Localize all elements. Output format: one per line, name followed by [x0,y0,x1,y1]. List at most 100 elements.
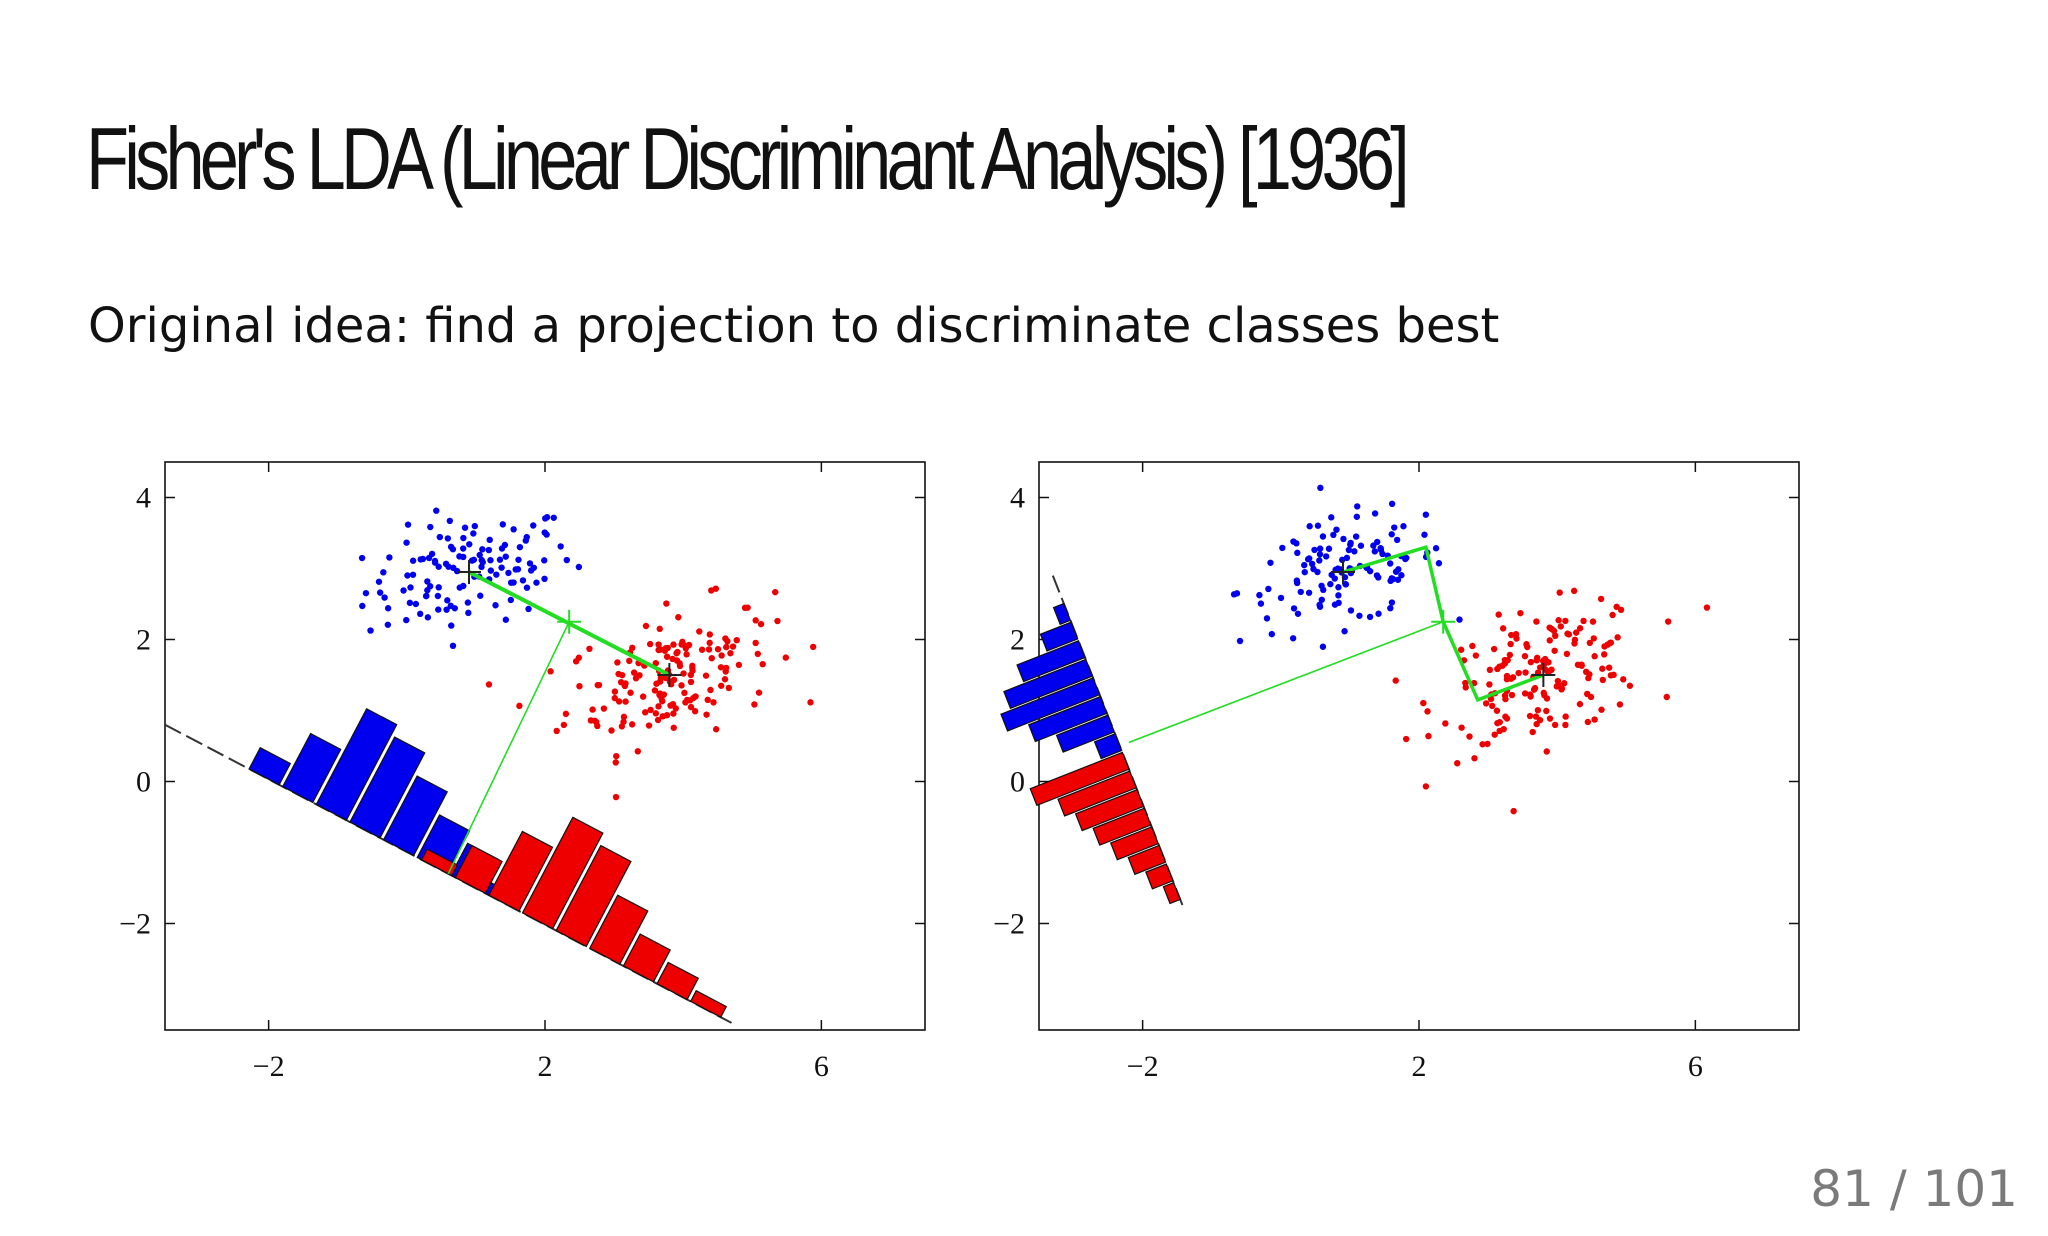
class1-point [487,567,495,574]
class1-point [404,521,412,528]
class1-point [516,543,524,551]
class1-point [417,556,424,563]
class1-point [434,592,442,600]
class2-point [663,653,671,660]
class2-point [706,639,713,647]
class2-point [721,676,729,683]
class2-point [723,643,730,651]
class2-point [560,721,568,729]
class2-point [678,682,685,689]
class2-point [656,625,663,633]
class2-point [627,689,634,696]
class1-point [493,571,500,578]
class1-point [510,526,517,533]
class2-point [723,664,730,672]
class2-point [611,694,618,702]
class2-point [634,748,642,755]
class1-point [533,579,540,586]
class2-point [516,702,523,710]
class2-point [687,703,695,711]
class1-point [502,553,509,560]
class1-point [526,560,534,567]
class2-point [612,793,620,801]
class2-point [613,752,620,760]
class2-point [751,701,758,708]
class2-point [733,636,740,644]
class1-point [522,537,529,544]
class2-point [718,652,725,659]
class1-point [486,536,493,544]
class1-point [460,553,467,561]
class2-point [628,721,636,728]
class2-point [682,699,689,706]
class2-point [681,689,688,697]
class2-point [704,696,711,704]
class2-point [772,588,779,596]
class1-point [575,563,583,571]
class2-point [645,722,653,729]
class2-point [712,585,719,592]
class1-point [384,605,392,612]
class1-point [541,575,548,583]
class2-point [729,643,737,650]
class2-point [611,688,619,695]
class2-point [629,644,636,652]
class1-point [423,592,430,600]
class1-point [443,606,450,613]
y-tick-label: −2 [119,908,151,941]
class1-point [530,522,537,529]
class2-point [660,691,668,698]
class2-point [622,698,629,705]
class2-point [702,672,710,679]
class2-point [782,654,790,661]
class1-point [444,535,452,542]
class1-point [375,578,383,585]
class2-point [553,727,560,735]
class2-point [547,668,554,675]
slide-subtitle: Original idea: find a projection to disc… [88,298,1500,354]
class2-point [689,662,696,670]
class1-point [406,599,414,607]
class1-point [499,521,507,528]
class2-point [703,711,710,718]
class1-point [543,513,551,521]
class2-point [722,635,729,642]
class2-point [707,686,714,694]
class2-point [710,699,717,706]
class2-histogram-bar [454,844,503,895]
class1-point [487,556,494,564]
class2-point [698,646,706,653]
class2-point [674,648,681,656]
class2-point [608,727,615,734]
plot-frame [164,461,926,1031]
class2-point [670,724,677,731]
class2-point [615,698,623,705]
class1-point [400,587,407,594]
class2-point [595,681,603,689]
class1-point [359,602,366,610]
class2-point [655,641,662,648]
class2-point [670,710,677,717]
class2-point [680,670,687,677]
y-tick-label: 2 [136,624,151,657]
class2-point [809,643,817,651]
class1-point [376,589,384,596]
class2-point [651,687,659,694]
class2-point [670,676,678,684]
class2-point [612,759,619,766]
class2-point [752,639,759,647]
class2-point [639,693,647,700]
class1-point [465,609,472,617]
class1-point [541,557,548,564]
class2-histogram-bar [689,989,728,1019]
y-tick-label: 0 [136,766,151,799]
class2-point [657,674,665,682]
class2-point [678,641,685,648]
class2-point [669,655,676,663]
class2-point [485,681,493,688]
class2-point [659,697,666,705]
class1-point [525,605,532,613]
class1-point [477,592,484,599]
class2-point [759,660,766,668]
class2-point [689,667,696,674]
